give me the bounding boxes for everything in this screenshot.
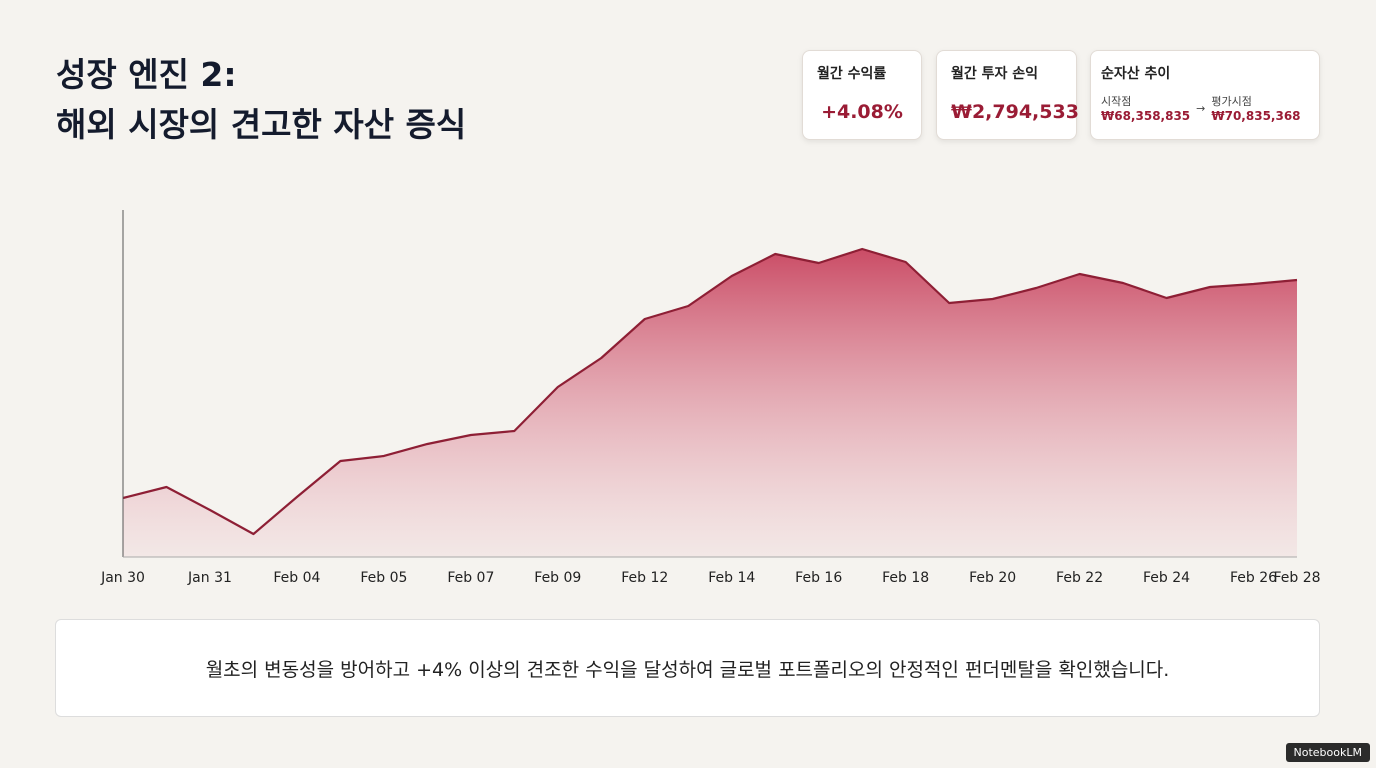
card-label: 월간 투자 손익 — [951, 66, 1039, 82]
x-tick-label: Feb 22 — [1056, 570, 1103, 586]
title: 성장 엔진 2: 해외 시장의 견고한 자산 증식 — [56, 50, 466, 150]
card: 순자산 추이 시작점 ₩68,358,835 → 평가시점 ₩70,835,368 — [1090, 50, 1320, 140]
chart: Jan 30 Jan 31 Feb 04 Feb 05 Feb 07 Feb 09 Feb … — [100, 210, 1321, 586]
card-value: +4.08% — [821, 101, 903, 123]
x-tick-label: Feb 26 — [1230, 570, 1277, 586]
card: 월간 투자 손익 ₩2,794,533 — [936, 50, 1079, 140]
x-tick-label: Feb 05 — [360, 570, 407, 586]
end-label: 평가시점 — [1211, 95, 1252, 108]
x-tick-label: Feb 28 — [1273, 570, 1320, 586]
title-line: 성장 엔진 2: — [56, 55, 237, 94]
x-tick-label: Jan 30 — [100, 570, 145, 586]
x-tick-label: Feb 12 — [621, 570, 668, 586]
line — [122, 247, 1298, 536]
arrow: → — [1196, 101, 1206, 115]
card-label: 월간 수익률 — [817, 66, 887, 82]
start-label: 시작점 — [1101, 95, 1132, 108]
asset-change: 시작점 ₩68,358,835 → 평가시점 ₩70,835,368 — [1101, 93, 1309, 123]
area — [123, 248, 1297, 557]
end-value: ₩70,835,368 — [1211, 109, 1301, 123]
end: 평가시점 ₩70,835,368 — [1211, 93, 1300, 123]
x-tick-label: Feb 18 — [882, 570, 929, 586]
x-tick-label: Feb 20 — [969, 570, 1016, 586]
card-value: ₩2,794,533 — [951, 101, 1079, 123]
x-tick-label: Feb 16 — [795, 570, 842, 586]
x-tick-label: Feb 07 — [447, 570, 494, 586]
x-tick-label: Feb 24 — [1143, 570, 1190, 586]
badge: NotebookLM — [1285, 743, 1370, 762]
x-tick-label: Feb 04 — [273, 570, 320, 586]
title-line: 해외 시장의 견고한 자산 증식 — [56, 105, 467, 144]
card-label: 순자산 추이 — [1101, 66, 1171, 82]
start-value: ₩68,358,835 — [1101, 109, 1191, 123]
x-tick-label: Jan 31 — [187, 570, 232, 586]
x-tick-label: Feb 09 — [534, 570, 581, 586]
card: 월간 수익률 +4.08% — [802, 50, 922, 140]
x-tick-label: Feb 14 — [708, 570, 755, 586]
start: 시작점 ₩68,358,835 — [1101, 93, 1190, 123]
footnote: 월초의 변동성을 방어하고 +4% 이상의 견조한 수익을 달성하여 글로벌 포… — [55, 619, 1320, 717]
